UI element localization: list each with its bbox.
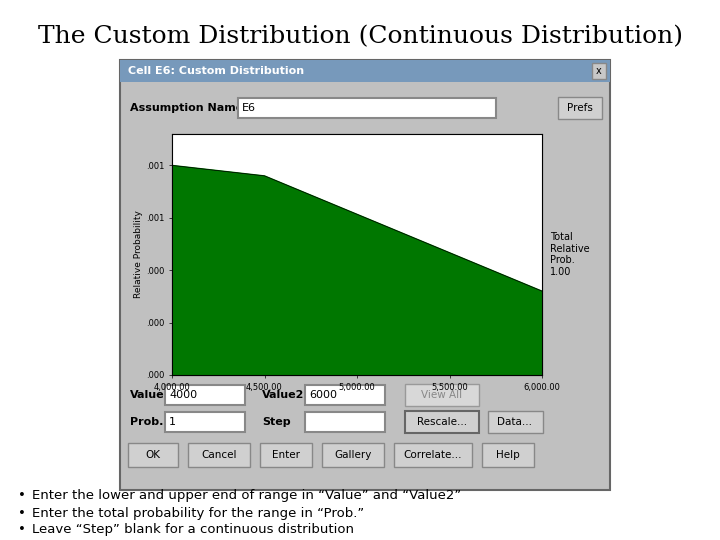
Bar bbox=[172, 134, 542, 375]
Bar bbox=[482, 443, 534, 467]
Text: Step: Step bbox=[262, 417, 291, 427]
Bar bbox=[120, 60, 610, 82]
Text: E6: E6 bbox=[242, 103, 256, 113]
Bar bbox=[558, 97, 602, 119]
Bar bbox=[188, 443, 250, 467]
Bar bbox=[165, 412, 245, 432]
Text: View All: View All bbox=[421, 390, 462, 400]
Bar bbox=[260, 443, 312, 467]
Text: Help: Help bbox=[496, 450, 520, 460]
Y-axis label: Relative Probability: Relative Probability bbox=[134, 211, 143, 299]
Text: 4000: 4000 bbox=[169, 390, 197, 400]
Bar bbox=[305, 412, 385, 432]
Polygon shape bbox=[172, 165, 542, 375]
Text: Prob.: Prob. bbox=[130, 417, 163, 427]
Text: Assumption Name:: Assumption Name: bbox=[130, 103, 248, 113]
Text: Total
Relative
Prob.
1.00: Total Relative Prob. 1.00 bbox=[550, 232, 590, 277]
Text: •: • bbox=[18, 523, 26, 537]
Text: Enter the lower and upper end of range in “Value” and “Value2”: Enter the lower and upper end of range i… bbox=[32, 489, 462, 503]
Text: Enter: Enter bbox=[272, 450, 300, 460]
Text: The Custom Distribution (Continuous Distribution): The Custom Distribution (Continuous Dist… bbox=[37, 25, 683, 48]
Text: x: x bbox=[596, 66, 602, 76]
Text: Cell E6: Custom Distribution: Cell E6: Custom Distribution bbox=[128, 66, 304, 76]
Text: Gallery: Gallery bbox=[334, 450, 372, 460]
Bar bbox=[488, 411, 543, 433]
Text: Cancel: Cancel bbox=[202, 450, 237, 460]
Text: OK: OK bbox=[145, 450, 161, 460]
Text: Correlate...: Correlate... bbox=[404, 450, 462, 460]
Text: Prefs: Prefs bbox=[567, 103, 593, 113]
Bar bbox=[394, 443, 472, 467]
Bar bbox=[120, 60, 610, 490]
Bar bbox=[128, 443, 178, 467]
Bar bbox=[305, 385, 385, 405]
Text: Value2: Value2 bbox=[262, 390, 305, 400]
Text: 6000: 6000 bbox=[309, 390, 337, 400]
Bar bbox=[405, 384, 479, 406]
Text: •: • bbox=[18, 507, 26, 519]
Text: Data...: Data... bbox=[498, 417, 533, 427]
Bar bbox=[322, 443, 384, 467]
Bar bbox=[238, 98, 496, 118]
Text: •: • bbox=[18, 489, 26, 503]
Text: Value: Value bbox=[130, 390, 165, 400]
Text: 1: 1 bbox=[169, 417, 176, 427]
Text: Rescale...: Rescale... bbox=[417, 417, 467, 427]
Bar bbox=[405, 411, 479, 433]
Text: Enter the total probability for the range in “Prob.”: Enter the total probability for the rang… bbox=[32, 507, 364, 519]
Bar bbox=[165, 385, 245, 405]
Text: Leave “Step” blank for a continuous distribution: Leave “Step” blank for a continuous dist… bbox=[32, 523, 354, 537]
Bar bbox=[592, 63, 606, 79]
